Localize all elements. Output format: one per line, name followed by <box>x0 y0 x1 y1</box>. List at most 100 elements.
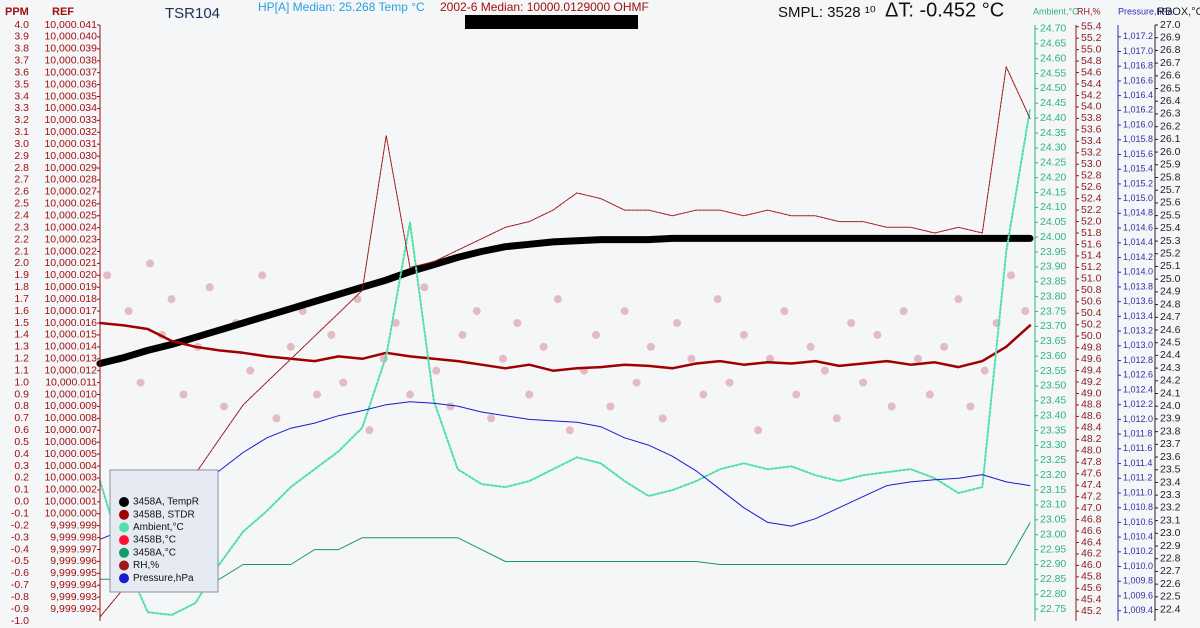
y-tick-label: 51.4 <box>1081 250 1102 262</box>
y-tick-label: 26.3 <box>1160 108 1181 120</box>
legend-label[interactable]: 3458A, TempR <box>133 497 199 508</box>
y-tick-label: 10,000.035 <box>44 90 97 102</box>
legend-label[interactable]: 3458B,°C <box>133 535 176 546</box>
y-tick-label: 23.4 <box>1160 476 1181 488</box>
y-tick-label: 24.8 <box>1160 298 1181 310</box>
y-tick-label: -0.1 <box>11 508 29 520</box>
y-tick-label: 10,000.040 <box>44 31 97 43</box>
y-tick-label: 22.85 <box>1040 573 1066 585</box>
y-tick-label: 10,000.034 <box>44 102 97 114</box>
y-tick-label: 10,000.007 <box>44 424 97 436</box>
legend-label[interactable]: 3458B, STDR <box>133 509 195 520</box>
sample-point <box>565 426 574 435</box>
y-tick-label: -0.2 <box>11 519 29 531</box>
y-tick-label: 1,009.6 <box>1123 590 1153 600</box>
y-tick-label: 1,013.4 <box>1123 311 1153 321</box>
y-tick-label: 1,010.4 <box>1123 531 1153 541</box>
y-tick-label: 1,013.0 <box>1123 340 1153 350</box>
y-tick-label: 10,000.003 <box>44 472 97 484</box>
sample-point <box>899 307 908 316</box>
y-tick-label: -0.6 <box>11 567 29 579</box>
y-tick-label: 23.3 <box>1160 489 1181 501</box>
sample-point <box>124 307 133 316</box>
y-tick-label: 1,015.0 <box>1123 193 1153 203</box>
y-tick-label: 22.9 <box>1160 540 1181 552</box>
legend-box <box>109 469 219 593</box>
y-tick-label: 10,000.002 <box>44 484 97 496</box>
y-tick-label: 1,011.0 <box>1123 487 1152 497</box>
axis-title: Ambient,°C <box>1033 6 1079 16</box>
y-tick-label: 23.15 <box>1040 484 1066 496</box>
y-tick-label: 10,000.033 <box>44 114 97 126</box>
sample-point <box>780 307 789 316</box>
y-tick-label: 24.1 <box>1160 387 1181 399</box>
y-tick-label: 24.9 <box>1160 286 1181 298</box>
sample-point <box>391 319 400 327</box>
series-line <box>99 66 1031 618</box>
y-tick-label: 25.6 <box>1160 197 1181 209</box>
sample-point <box>766 354 775 363</box>
y-tick-label: 23.8 <box>1160 425 1181 437</box>
sample-point <box>205 283 214 292</box>
y-tick-label: 23.30 <box>1040 439 1066 451</box>
y-tick-label: 55.2 <box>1081 32 1102 44</box>
y-tick-label: 51.6 <box>1081 238 1102 250</box>
y-tick-label: 52.0 <box>1081 215 1102 227</box>
y-tick-label: 4.0 <box>14 19 29 31</box>
y-tick-label: 1,016.2 <box>1123 105 1153 115</box>
y-tick-label: 47.4 <box>1081 479 1102 491</box>
y-tick-label: 25.2 <box>1160 248 1181 260</box>
y-tick-label: 1,012.4 <box>1123 384 1153 394</box>
y-tick-label: 0.8 <box>14 400 29 412</box>
legend-label[interactable]: Ambient,°C <box>133 522 184 533</box>
y-tick-label: 24.50 <box>1040 82 1066 94</box>
y-tick-label: 1,015.2 <box>1123 178 1153 188</box>
sample-point <box>954 295 963 304</box>
sample-point <box>980 366 989 375</box>
series-line <box>96 234 1034 367</box>
y-tick-label: 22.4 <box>1160 603 1181 615</box>
y-tick-label: -1.0 <box>11 615 29 627</box>
y-tick-label: 26.8 <box>1160 44 1181 56</box>
y-tick-label: 23.6 <box>1160 451 1181 463</box>
y-tick-label: 1.4 <box>14 329 29 341</box>
y-tick-label: 10,000.008 <box>44 412 97 424</box>
y-tick-label: 52.8 <box>1081 170 1102 182</box>
y-tick-label: 10,000.019 <box>44 281 97 293</box>
legend-label[interactable]: RH,% <box>133 560 159 571</box>
y-tick-label: -0.5 <box>11 555 29 567</box>
y-tick-label: 1,013.6 <box>1123 296 1153 306</box>
y-tick-label: 9,999.996 <box>50 555 97 567</box>
y-tick-label: 2.9 <box>14 150 29 162</box>
sample-point <box>725 378 734 387</box>
y-tick-label: 25.0 <box>1160 273 1181 285</box>
axis-title: Pressure,hPa <box>1118 6 1173 16</box>
y-tick-label: 23.55 <box>1040 365 1066 377</box>
y-tick-label: 47.6 <box>1081 468 1102 480</box>
sample-point <box>687 354 696 363</box>
y-tick-label: 26.7 <box>1160 57 1181 69</box>
legend-label[interactable]: Pressure,hPa <box>133 573 194 584</box>
y-tick-label: 23.00 <box>1040 528 1066 540</box>
y-tick-label: 23.50 <box>1040 380 1066 392</box>
y-tick-label: 2.6 <box>14 186 29 198</box>
y-tick-label: 1.9 <box>14 269 29 281</box>
y-tick-label: 24.60 <box>1040 52 1066 64</box>
y-tick-label: 22.7 <box>1160 565 1181 577</box>
sample-count: SMPL: 3528 ¹⁰ <box>778 4 876 21</box>
legend-label[interactable]: 3458A,°C <box>133 547 176 558</box>
y-tick-label: 53.6 <box>1081 124 1102 136</box>
y-tick-label: 24.05 <box>1040 216 1066 228</box>
y-tick-label: 10,000.036 <box>44 78 97 90</box>
y-tick-label: 55.4 <box>1081 21 1102 33</box>
y-tick-label: 2.4 <box>14 210 29 222</box>
y-tick-label: 24.00 <box>1040 231 1066 243</box>
y-tick-label: 1.2 <box>14 353 29 365</box>
sample-point <box>406 390 414 399</box>
series-line <box>99 401 1031 540</box>
y-tick-label: 0.4 <box>14 448 29 460</box>
y-tick-label: 53.4 <box>1081 135 1102 147</box>
y-tick-label: 25.8 <box>1160 171 1181 183</box>
